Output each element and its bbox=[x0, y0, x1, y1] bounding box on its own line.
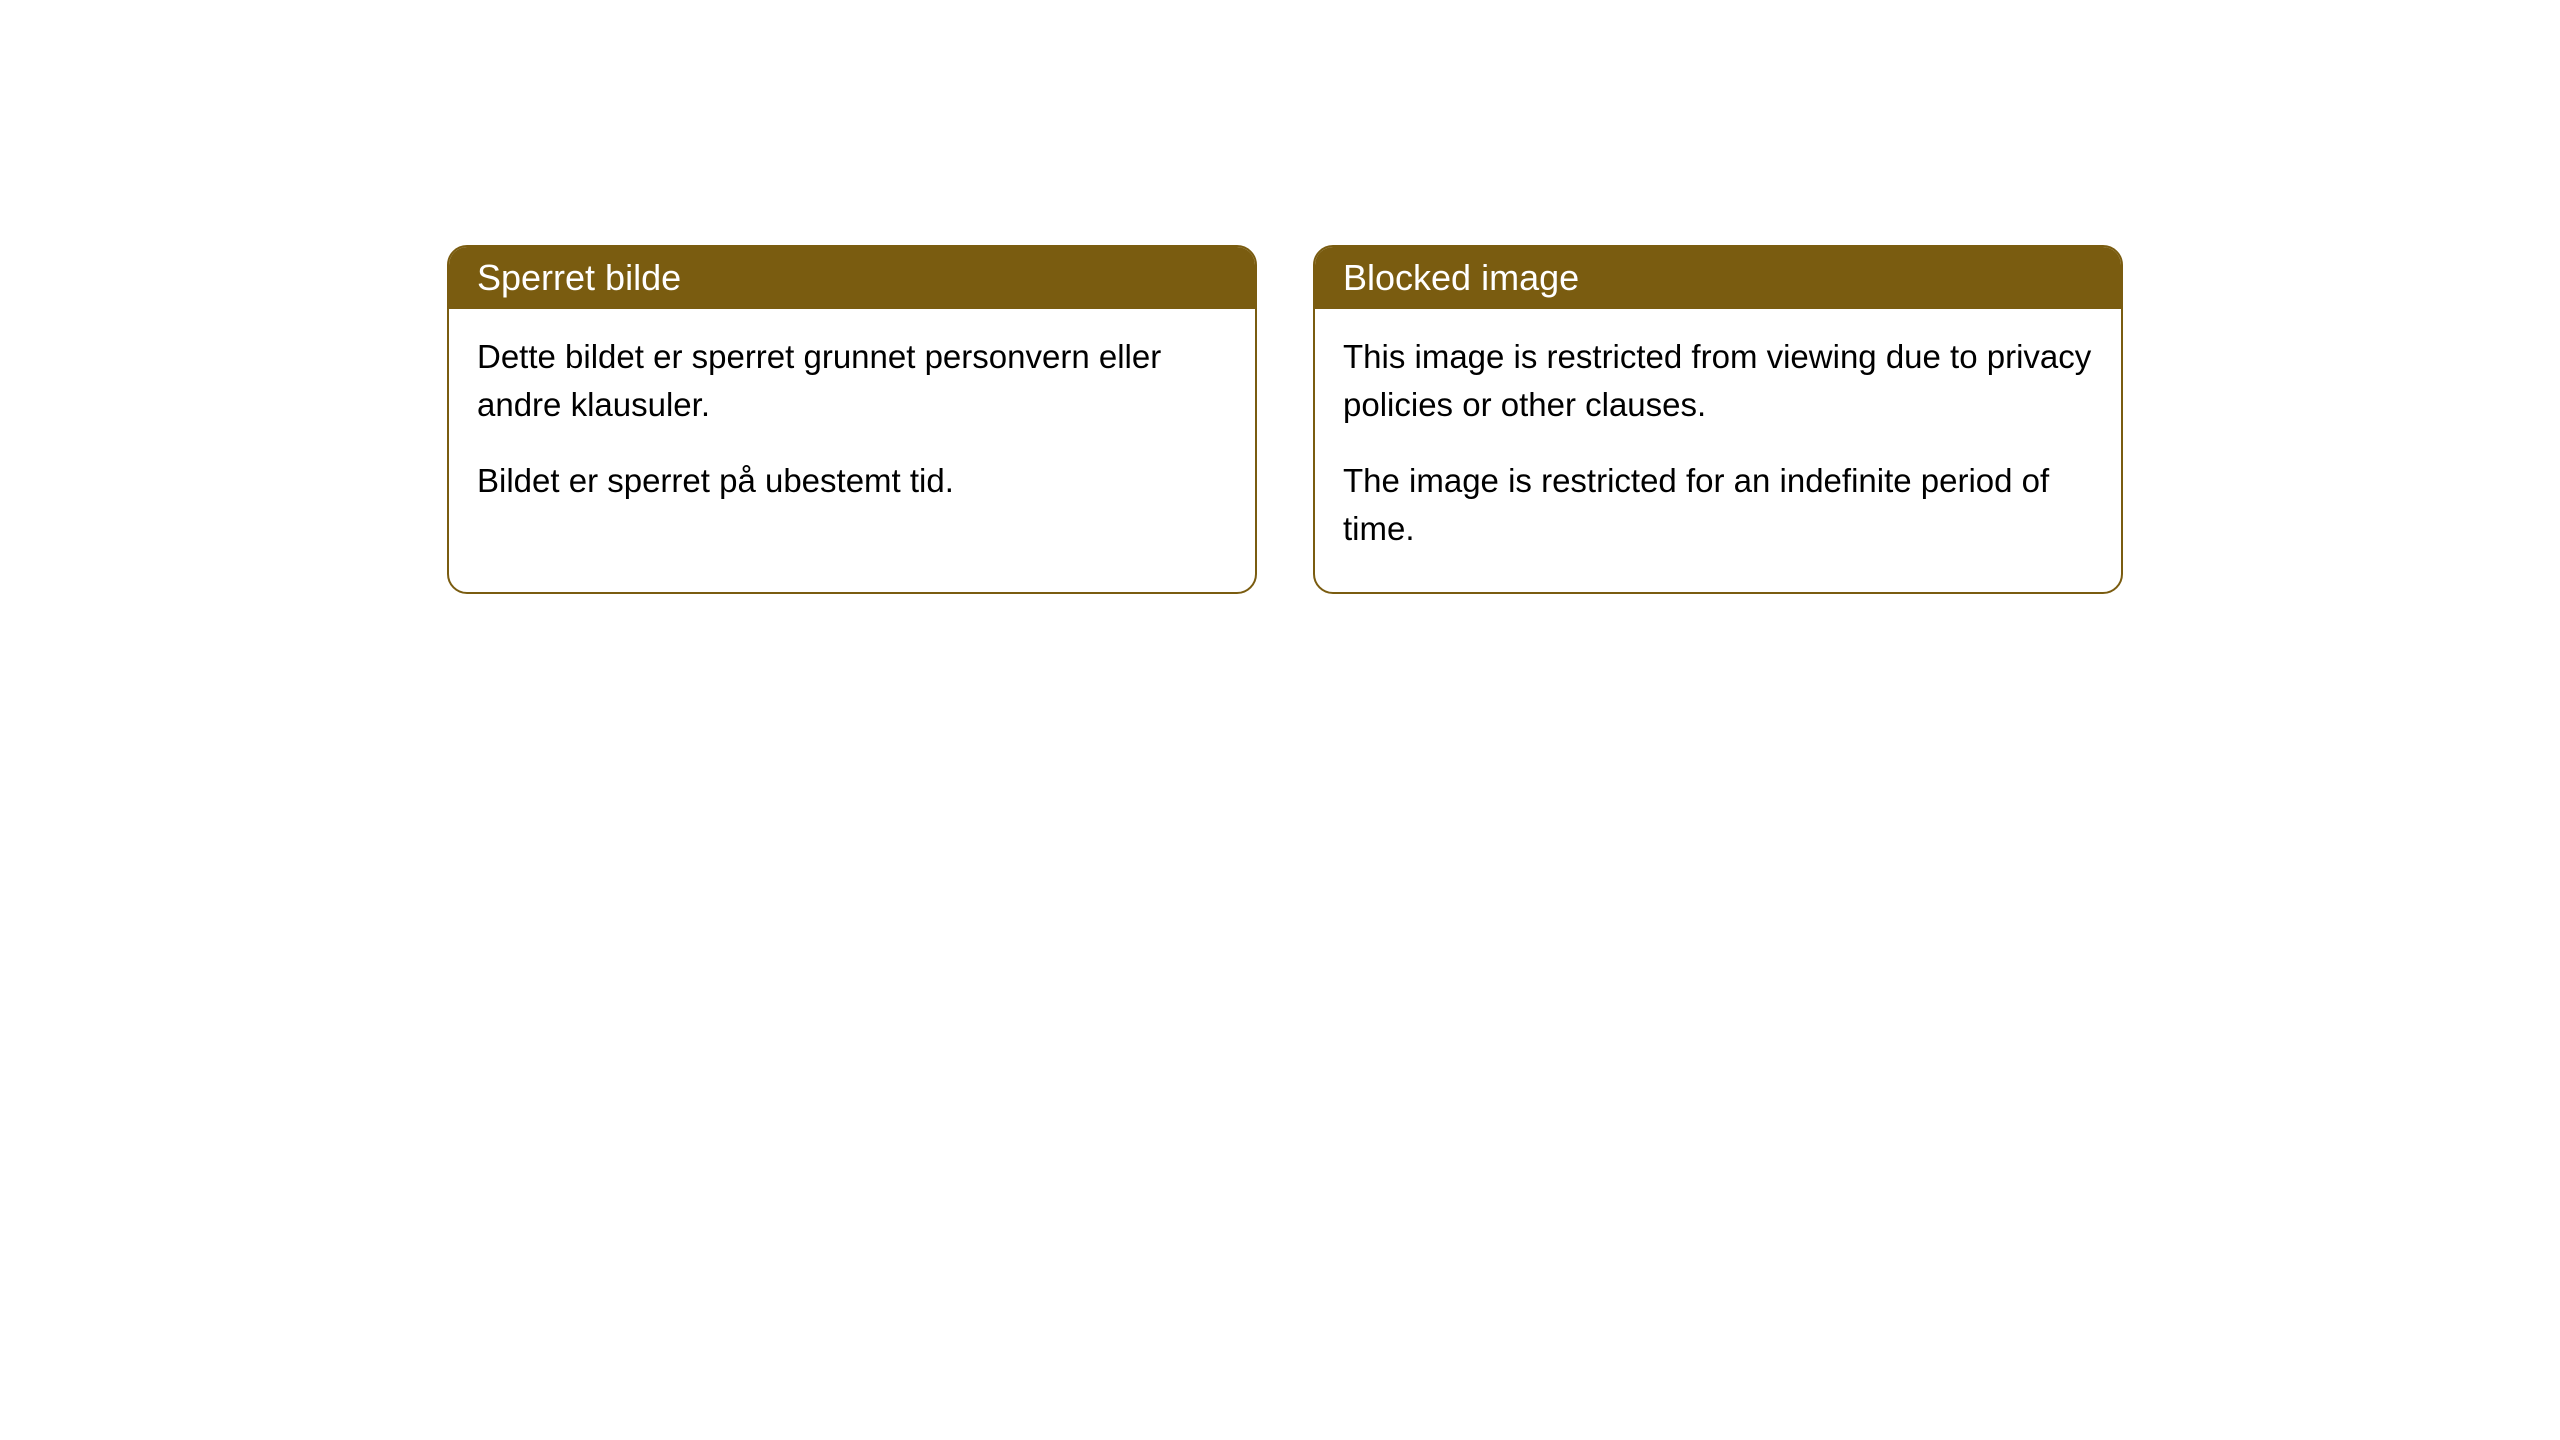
card-header-norwegian: Sperret bilde bbox=[449, 247, 1255, 309]
notice-card-norwegian: Sperret bilde Dette bildet er sperret gr… bbox=[447, 245, 1257, 594]
card-body-norwegian: Dette bildet er sperret grunnet personve… bbox=[449, 309, 1255, 545]
card-paragraph: The image is restricted for an indefinit… bbox=[1343, 457, 2093, 553]
notice-card-english: Blocked image This image is restricted f… bbox=[1313, 245, 2123, 594]
card-paragraph: Bildet er sperret på ubestemt tid. bbox=[477, 457, 1227, 505]
card-title: Sperret bilde bbox=[477, 257, 681, 298]
card-paragraph: This image is restricted from viewing du… bbox=[1343, 333, 2093, 429]
card-title: Blocked image bbox=[1343, 257, 1579, 298]
notice-cards-container: Sperret bilde Dette bildet er sperret gr… bbox=[447, 245, 2123, 594]
card-header-english: Blocked image bbox=[1315, 247, 2121, 309]
card-body-english: This image is restricted from viewing du… bbox=[1315, 309, 2121, 592]
card-paragraph: Dette bildet er sperret grunnet personve… bbox=[477, 333, 1227, 429]
